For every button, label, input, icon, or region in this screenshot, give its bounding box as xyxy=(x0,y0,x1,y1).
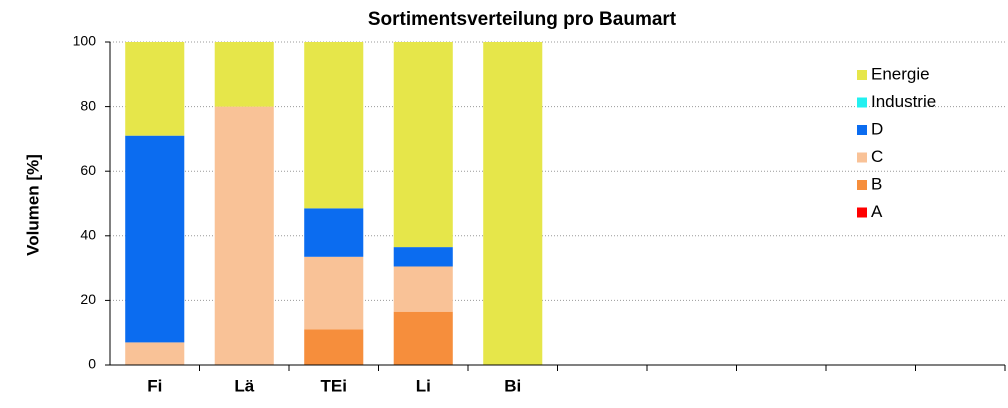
bar-segment xyxy=(483,42,543,365)
chart-title: Sortimentsverteilung pro Baumart xyxy=(368,9,677,30)
legend-swatch xyxy=(857,180,867,190)
bar-segment xyxy=(214,42,274,107)
y-tick-label: 20 xyxy=(80,291,96,307)
bar-segment xyxy=(125,342,185,365)
y-tick-label: 40 xyxy=(80,227,96,243)
bar-segment xyxy=(393,311,453,365)
bar-segment xyxy=(393,266,453,312)
legend-label: Industrie xyxy=(871,92,936,111)
legend-label: A xyxy=(871,202,883,221)
legend-swatch xyxy=(857,152,867,163)
legend-label: Energie xyxy=(871,64,930,83)
bar-segment xyxy=(304,42,364,209)
x-tick-label: TEi xyxy=(321,376,347,395)
y-axis-label: Volumen [%] xyxy=(23,154,42,256)
x-tick-label: Lä xyxy=(234,376,254,395)
x-tick-label: Fi xyxy=(147,376,162,395)
y-tick-label: 0 xyxy=(88,356,96,372)
bar-segment xyxy=(304,208,364,257)
legend-label: C xyxy=(871,147,883,166)
legend-label: D xyxy=(871,119,883,138)
bar-segment xyxy=(304,256,364,330)
bar-segment xyxy=(125,42,185,136)
bar-segment xyxy=(125,135,185,343)
legend-swatch xyxy=(857,97,867,108)
bar-segment xyxy=(214,106,274,365)
legend-swatch xyxy=(857,70,867,80)
legend-swatch xyxy=(857,125,867,135)
bar-segment xyxy=(393,247,453,267)
legend-label: B xyxy=(871,174,882,193)
y-tick-label: 60 xyxy=(80,162,96,178)
x-tick-label: Li xyxy=(416,376,431,395)
bar-segment xyxy=(393,42,453,248)
y-tick-label: 80 xyxy=(80,97,96,113)
bar-segment xyxy=(304,329,364,365)
x-tick-label: Bi xyxy=(504,376,521,395)
legend-swatch xyxy=(857,207,867,218)
y-tick-label: 100 xyxy=(73,33,97,49)
